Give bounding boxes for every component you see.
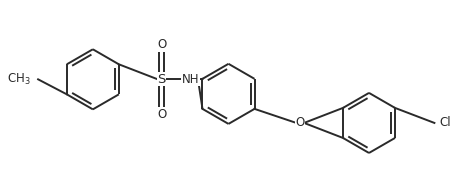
Text: O: O xyxy=(157,38,166,51)
Text: O: O xyxy=(296,116,305,129)
Text: O: O xyxy=(157,108,166,121)
Text: S: S xyxy=(157,73,166,86)
Text: NH: NH xyxy=(182,73,199,86)
Text: CH$_3$: CH$_3$ xyxy=(7,72,31,87)
Text: Cl: Cl xyxy=(439,116,451,129)
